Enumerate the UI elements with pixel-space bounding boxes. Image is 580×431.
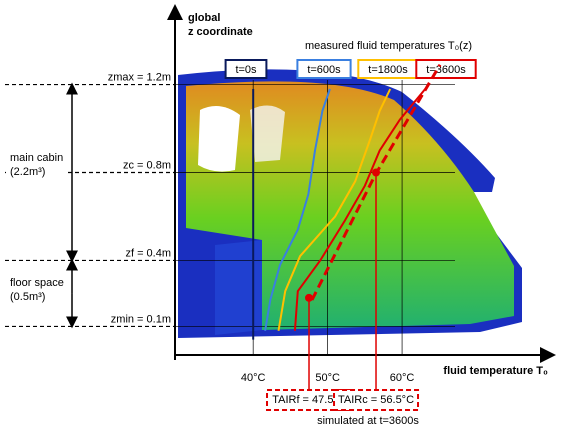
annotation-marker	[305, 293, 314, 302]
x-tick-label: 40°C	[241, 372, 266, 384]
zone-name: floor space	[10, 277, 64, 289]
annotation-marker	[372, 168, 381, 177]
y-tick-label: zc = 0.8m	[123, 159, 171, 171]
legend-box	[296, 59, 352, 79]
y-axis-label: z coordinate	[188, 26, 253, 38]
zone-label-bg	[6, 275, 68, 305]
legend-label: t=1800s	[368, 64, 408, 76]
legend-box	[224, 59, 268, 79]
y-tick-label: zmax = 1.2m	[108, 71, 171, 83]
simulated-label: simulated at t=3600s	[317, 415, 419, 427]
y-axis-label: global	[188, 12, 220, 24]
zone-name: main cabin	[10, 152, 63, 164]
series-line	[293, 88, 426, 331]
y-tick-label: zmin = 0.1m	[111, 313, 171, 325]
x-tick-label: 60°C	[390, 372, 415, 384]
zone-volume: (2.2m³)	[10, 166, 45, 178]
legend-label: t=3600s	[426, 64, 466, 76]
legend-label: t=600s	[307, 64, 341, 76]
car-render	[178, 69, 522, 338]
annotation-box	[266, 389, 353, 411]
legend-label: t=0s	[235, 64, 257, 76]
x-axis-label: fluid temperature T₀	[443, 365, 548, 377]
zone-label-bg	[6, 150, 68, 180]
y-tick-label: zf = 0.4m	[125, 247, 171, 259]
series-line	[277, 88, 392, 331]
annotation-label: TAIRc = 56.5°C	[338, 394, 414, 406]
zone-volume: (0.5m³)	[10, 291, 45, 303]
series-line	[264, 88, 331, 331]
legend-box	[415, 59, 477, 79]
legend-title: measured fluid temperatures T₀(z)	[305, 40, 472, 52]
x-tick-label: 50°C	[315, 372, 340, 384]
annotation-label: TAIRf = 47.5°C	[272, 394, 346, 406]
annotation-box	[333, 389, 420, 411]
